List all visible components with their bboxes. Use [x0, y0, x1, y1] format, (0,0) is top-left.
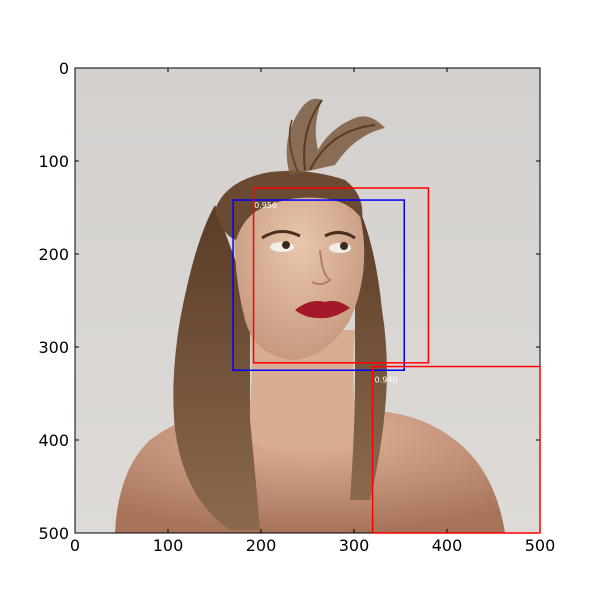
- eyebrow-left: [261, 230, 301, 240]
- iris-left: [282, 241, 290, 249]
- x-tick-label: 0: [70, 536, 80, 555]
- y-tick-label: 100: [38, 152, 69, 171]
- x-tick-label: 200: [246, 536, 277, 555]
- y-tick-label: 400: [38, 431, 69, 450]
- y-tick-label: 300: [38, 338, 69, 357]
- x-tick-label: 400: [432, 536, 463, 555]
- hair-strand: [303, 99, 323, 171]
- neck: [245, 330, 360, 450]
- photo: [75, 68, 540, 533]
- iris-right: [340, 242, 348, 250]
- axes-frame: [74, 67, 541, 534]
- x-tick-label: 300: [339, 536, 370, 555]
- detection-boxes: 0.956 0.940: [232, 187, 541, 534]
- detection-score-label: 0.956: [254, 201, 277, 210]
- x-tick-label: 100: [153, 536, 184, 555]
- detection-box: [232, 199, 405, 371]
- detection-score-label: 0.940: [375, 376, 398, 385]
- detection-box: [371, 365, 541, 534]
- eyebrow-right: [324, 231, 356, 240]
- lips: [295, 300, 350, 319]
- y-axis-ticks: 0 100 200 300 400 500: [38, 59, 540, 543]
- x-tick-label: 500: [525, 536, 556, 555]
- detection-box: [252, 187, 430, 364]
- nose: [311, 249, 332, 286]
- y-tick-label: 0: [59, 59, 69, 78]
- hair-strand: [309, 124, 376, 171]
- y-tick-label: 200: [38, 245, 69, 264]
- hair-strand: [288, 119, 299, 173]
- y-tick-label: 500: [38, 524, 69, 543]
- eye-left: [270, 242, 294, 252]
- x-axis-ticks: 0 100 200 300 400 500: [70, 68, 555, 555]
